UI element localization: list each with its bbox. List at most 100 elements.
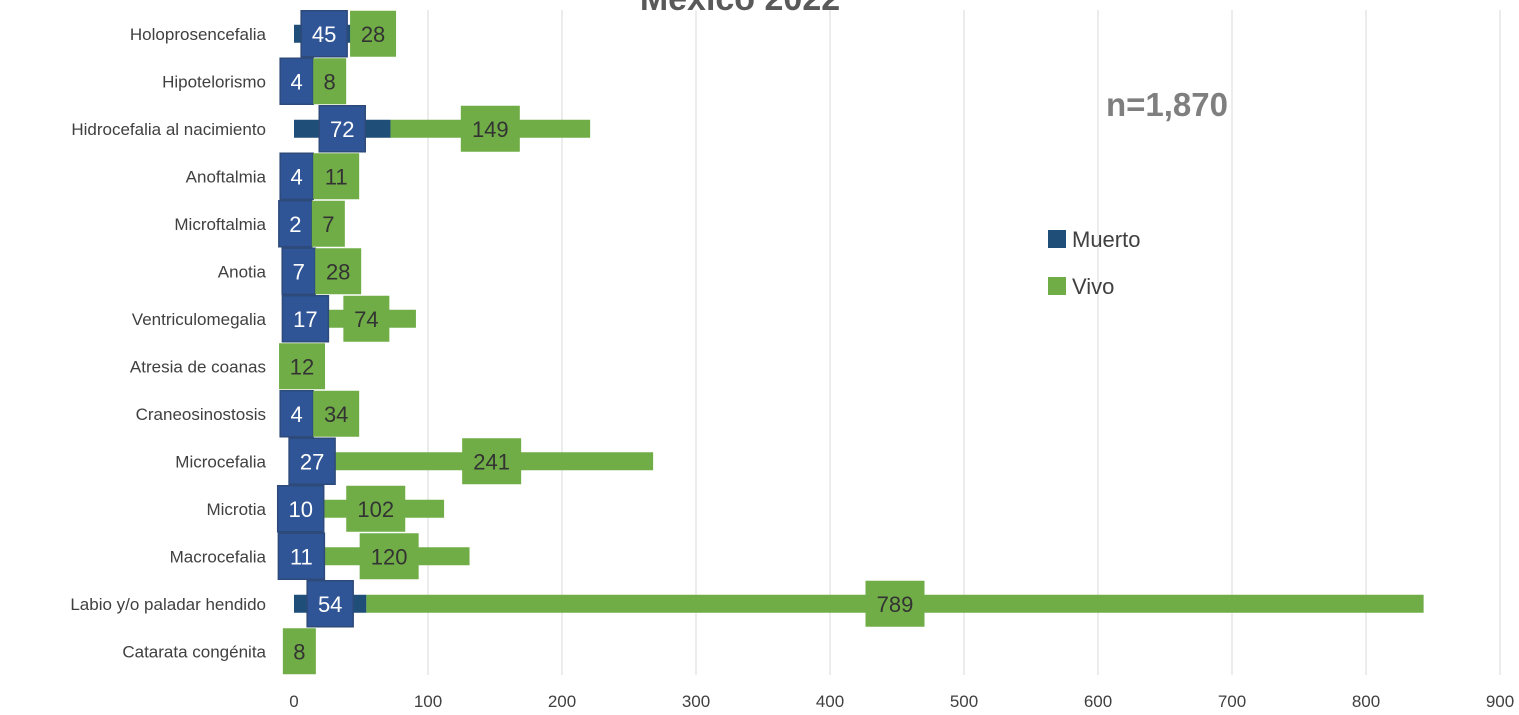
data-label-vivo-box bbox=[343, 295, 390, 342]
data-label-vivo-box bbox=[315, 248, 362, 295]
category-label: Hipotelorismo bbox=[162, 72, 266, 91]
data-label-vivo-text: 789 bbox=[877, 592, 914, 617]
data-label-vivo-box bbox=[460, 105, 520, 152]
data-label-muerto-box bbox=[288, 437, 336, 485]
category-label: Ventriculomegalia bbox=[132, 310, 267, 329]
data-label-muerto: 45 bbox=[300, 10, 348, 58]
data-label-muerto-box bbox=[306, 580, 354, 628]
category-label: Macrocefalia bbox=[170, 547, 267, 566]
data-label-vivo: 149 bbox=[460, 105, 520, 152]
data-label-muerto-box bbox=[281, 295, 330, 343]
data-label-vivo-box bbox=[313, 390, 360, 437]
data-label-muerto: 72 bbox=[318, 105, 366, 153]
x-tick-label: 200 bbox=[548, 692, 576, 711]
data-label-muerto: 7 bbox=[281, 247, 316, 295]
data-label-muerto: 27 bbox=[288, 437, 336, 485]
data-label-muerto: 4 bbox=[279, 152, 314, 200]
data-label-vivo-box bbox=[359, 533, 419, 580]
category-label: Anotia bbox=[218, 262, 267, 281]
data-label-vivo-text: 28 bbox=[326, 259, 350, 284]
legend-label-vivo: Vivo bbox=[1072, 274, 1114, 299]
data-label-muerto: 4 bbox=[279, 390, 314, 438]
category-label: Microftalmia bbox=[174, 215, 266, 234]
sample-size-annotation: n=1,870 bbox=[1106, 86, 1228, 123]
data-label-vivo: 241 bbox=[462, 438, 522, 485]
data-label-muerto-text: 2 bbox=[289, 212, 301, 237]
data-label-vivo-box bbox=[865, 580, 925, 627]
category-label: Microtia bbox=[206, 500, 266, 519]
data-label-vivo-text: 34 bbox=[324, 402, 348, 427]
data-label-vivo-text: 7 bbox=[322, 212, 334, 237]
category-label: Microcefalia bbox=[175, 452, 266, 471]
x-tick-label: 800 bbox=[1352, 692, 1380, 711]
x-tick-label: 100 bbox=[414, 692, 442, 711]
x-tick-label: 300 bbox=[682, 692, 710, 711]
data-label-muerto-text: 45 bbox=[312, 22, 336, 47]
category-label: Labio y/o paladar hendido bbox=[70, 595, 266, 614]
data-label-vivo: 7 bbox=[311, 200, 345, 247]
data-label-muerto-box bbox=[279, 57, 314, 105]
data-label-muerto-text: 7 bbox=[293, 259, 305, 284]
category-label: Anoftalmia bbox=[186, 167, 267, 186]
x-axis-ticks: 0 100 200 300 400 500 600 700 800 900 bbox=[289, 692, 1514, 711]
data-label-muerto-box bbox=[300, 10, 348, 58]
data-label-vivo: 102 bbox=[346, 485, 406, 532]
category-labels: Holoprosencefalia Hipotelorismo Hidrocefal… bbox=[70, 25, 266, 662]
data-label-vivo: 120 bbox=[359, 533, 419, 580]
x-tick-label: 600 bbox=[1084, 692, 1112, 711]
x-tick-label: 500 bbox=[950, 692, 978, 711]
data-label-vivo-box bbox=[350, 10, 397, 57]
x-tick-label: 0 bbox=[289, 692, 298, 711]
data-label-vivo: 12 bbox=[279, 343, 326, 390]
data-label-muerto: 2 bbox=[278, 200, 313, 248]
x-tick-label: 900 bbox=[1486, 692, 1514, 711]
data-label-vivo: 11 bbox=[313, 153, 360, 200]
data-label-muerto-box bbox=[318, 105, 366, 153]
data-label-muerto: 11 bbox=[277, 532, 326, 580]
data-label-vivo-box bbox=[279, 343, 326, 390]
data-label-vivo-text: 12 bbox=[290, 354, 314, 379]
data-label-vivo-text: 241 bbox=[473, 449, 510, 474]
data-label-vivo-text: 149 bbox=[472, 117, 509, 142]
data-label-muerto: 4 bbox=[279, 57, 314, 105]
data-label-vivo: 789 bbox=[865, 580, 925, 627]
data-label-muerto: 17 bbox=[281, 295, 330, 343]
data-label-muerto-box bbox=[279, 152, 314, 200]
data-label-vivo: 74 bbox=[343, 295, 390, 342]
data-label-vivo-box bbox=[311, 200, 345, 247]
data-label-muerto: 54 bbox=[306, 580, 354, 628]
data-label-muerto-box bbox=[276, 485, 325, 533]
data-label-muerto-box bbox=[281, 247, 316, 295]
data-label-vivo-text: 8 bbox=[293, 639, 305, 664]
category-label: Holoprosencefalia bbox=[130, 25, 267, 44]
chart-title: México 2022 bbox=[640, 0, 840, 18]
data-label-muerto-text: 10 bbox=[288, 497, 312, 522]
data-label-muerto-text: 4 bbox=[291, 402, 303, 427]
data-label-muerto-text: 72 bbox=[330, 117, 354, 142]
data-label-muerto-text: 54 bbox=[318, 592, 342, 617]
data-label-muerto-text: 4 bbox=[291, 69, 303, 94]
data-label-vivo-box bbox=[313, 153, 360, 200]
data-label-vivo: 28 bbox=[350, 10, 397, 57]
data-label-vivo-text: 120 bbox=[371, 544, 408, 569]
data-label-vivo: 34 bbox=[313, 390, 360, 437]
data-label-vivo-box bbox=[282, 628, 316, 675]
data-label-vivo-box bbox=[462, 438, 522, 485]
data-label-muerto: 10 bbox=[276, 485, 325, 533]
data-label-muerto-text: 27 bbox=[300, 449, 324, 474]
data-label-muerto-text: 11 bbox=[290, 544, 313, 569]
data-label-vivo: 28 bbox=[315, 248, 362, 295]
category-label: Catarata congénita bbox=[122, 642, 266, 661]
category-label: Craneosinostosis bbox=[136, 405, 266, 424]
data-label-muerto-box bbox=[279, 390, 314, 438]
data-label-muerto-text: 4 bbox=[291, 164, 303, 189]
data-label-vivo: 8 bbox=[313, 58, 347, 105]
x-tick-label: 400 bbox=[816, 692, 844, 711]
data-label-vivo-text: 74 bbox=[354, 307, 378, 332]
data-label-vivo-text: 28 bbox=[361, 22, 385, 47]
data-label-vivo-text: 8 bbox=[324, 69, 336, 94]
legend-swatch-muerto bbox=[1048, 230, 1066, 248]
data-label-vivo-box bbox=[313, 58, 347, 105]
